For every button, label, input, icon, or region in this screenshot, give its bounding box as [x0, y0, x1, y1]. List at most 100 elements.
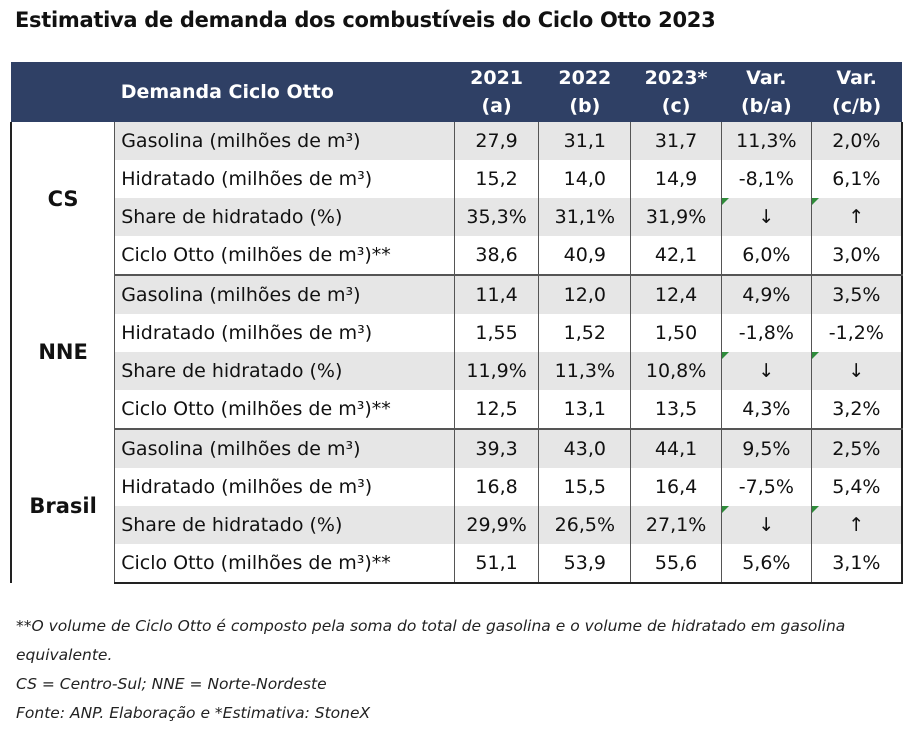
value-cell: 16,4	[630, 468, 722, 506]
table-row: Brasil Gasolina (milhões de m³) 39,3 43,0 44…	[10, 429, 903, 583]
value-cell: 31,7	[630, 122, 722, 160]
table-row: Ciclo Otto (milhões de m³)** 38,6 40,9 42,1…	[11, 236, 903, 276]
row-label: Share de hidratado (%)	[114, 506, 455, 544]
value-cell: 1,50	[630, 314, 722, 352]
value-cell: 31,1%	[538, 198, 631, 236]
page-title: Estimativa de demanda dos combustíveis d…	[15, 8, 716, 32]
header-col-var-ba: Var. (b/a)	[721, 62, 812, 122]
value-cell: 39,3	[453, 429, 539, 468]
region-label: CS	[10, 122, 115, 275]
value-cell: ↑	[810, 198, 903, 236]
value-cell: 35,3%	[453, 198, 539, 236]
value-cell: 6,1%	[810, 160, 903, 198]
value-cell: 38,6	[453, 236, 539, 276]
table-row: Hidratado (milhões de m³) 15,2 14,0 14,9 -8,…	[11, 160, 903, 198]
value-cell: 43,0	[538, 429, 631, 468]
value-cell: 3,2%	[810, 390, 903, 430]
value-cell: ↓	[720, 506, 812, 544]
value-cell: 3,5%	[810, 275, 903, 314]
value-cell: 42,1	[630, 236, 722, 276]
table-row: Share de hidratado (%) 11,9% 11,3% 10,8% ↓ ↓	[11, 352, 903, 390]
footnote-ciclo-otto: **O volume de Ciclo Otto é composto pela…	[16, 617, 846, 664]
value-cell: -8,1%	[720, 160, 812, 198]
value-cell: 14,9	[630, 160, 722, 198]
value-cell: 27,9	[453, 122, 539, 160]
header-label: Demanda Ciclo Otto	[114, 62, 455, 122]
value-cell: ↑	[810, 506, 903, 544]
value-cell: 11,4	[453, 275, 539, 314]
footnotes: **O volume de Ciclo Otto é composto pela…	[16, 612, 896, 728]
value-cell: 4,3%	[720, 390, 812, 430]
row-label: Gasolina (milhões de m³)	[114, 275, 455, 314]
value-cell: 12,4	[630, 275, 722, 314]
value-cell: 3,0%	[810, 236, 903, 276]
value-cell: 15,5	[538, 468, 631, 506]
header-corner-cell	[11, 62, 115, 122]
row-label: Hidratado (milhões de m³)	[114, 468, 455, 506]
value-cell: 31,9%	[630, 198, 722, 236]
value-cell: 40,9	[538, 236, 631, 276]
row-label: Ciclo Otto (milhões de m³)**	[114, 390, 455, 430]
value-cell: 15,2	[453, 160, 539, 198]
value-cell: -1,8%	[720, 314, 812, 352]
value-cell: 10,8%	[630, 352, 722, 390]
value-cell: 6,0%	[720, 236, 812, 276]
row-label: Ciclo Otto (milhões de m³)**	[114, 236, 455, 276]
value-cell: 9,5%	[720, 429, 812, 468]
table-row: Ciclo Otto (milhões de m³)** 12,5 13,1 13,5…	[11, 390, 903, 430]
header-col-2021: 2021 (a)	[454, 62, 539, 122]
row-label: Share de hidratado (%)	[114, 352, 455, 390]
row-label: Hidratado (milhões de m³)	[114, 314, 455, 352]
value-cell: 44,1	[630, 429, 722, 468]
table-row: NNE Gasolina (milhões de m³) 11,4 12,0 12,4 4…	[10, 275, 903, 429]
table-row: Ciclo Otto (milhões de m³)** 51,1 53,9 55,6…	[11, 544, 903, 584]
value-cell: 51,1	[453, 544, 539, 584]
value-cell: ↓	[720, 198, 812, 236]
value-cell: 4,9%	[720, 275, 812, 314]
value-cell: 16,8	[453, 468, 539, 506]
value-cell: -1,2%	[810, 314, 903, 352]
footnote-source: Fonte: ANP. Elaboração e *Estimativa: St…	[16, 704, 371, 722]
value-cell: 11,9%	[453, 352, 539, 390]
value-cell: ↓	[810, 352, 903, 390]
value-cell: -7,5%	[720, 468, 812, 506]
value-cell: 29,9%	[453, 506, 539, 544]
value-cell: 2,5%	[810, 429, 903, 468]
value-cell: 13,1	[538, 390, 631, 430]
row-label: Gasolina (milhões de m³)	[114, 429, 455, 468]
table-row: Hidratado (milhões de m³) 1,55 1,52 1,50 -1,…	[11, 314, 903, 352]
value-cell: 31,1	[538, 122, 631, 160]
footnote-abbreviations: CS = Centro-Sul; NNE = Norte-Nordeste	[16, 675, 327, 693]
value-cell: 1,55	[453, 314, 539, 352]
value-cell: 3,1%	[810, 544, 903, 584]
value-cell: 2,0%	[810, 122, 903, 160]
row-label: Hidratado (milhões de m³)	[114, 160, 455, 198]
row-label: Share de hidratado (%)	[114, 198, 455, 236]
table-row: Share de hidratado (%) 29,9% 26,5% 27,1% ↓ ↑	[11, 506, 903, 544]
value-cell: 5,6%	[720, 544, 812, 584]
table-row: Hidratado (milhões de m³) 16,8 15,5 16,4 -7,…	[11, 468, 903, 506]
table-row: Share de hidratado (%) 35,3% 31,1% 31,9% ↓ ↑	[11, 198, 903, 236]
value-cell: 55,6	[630, 544, 722, 584]
value-cell: 12,5	[453, 390, 539, 430]
region-label: NNE	[10, 275, 115, 429]
value-cell: 11,3%	[538, 352, 631, 390]
value-cell: 14,0	[538, 160, 631, 198]
row-label: Gasolina (milhões de m³)	[114, 122, 455, 160]
value-cell: 12,0	[538, 275, 631, 314]
value-cell: 5,4%	[810, 468, 903, 506]
value-cell: 11,3%	[720, 122, 812, 160]
value-cell: 1,52	[538, 314, 631, 352]
row-label: Ciclo Otto (milhões de m³)**	[114, 544, 455, 584]
table-header-row: Demanda Ciclo Otto 2021 (a) 2022 (b) 2023*…	[11, 62, 902, 122]
value-cell: 27,1%	[630, 506, 722, 544]
header-col-2022: 2022 (b)	[538, 62, 631, 122]
header-col-2023: 2023* (c)	[630, 62, 722, 122]
table-row: CS Gasolina (milhões de m³) 27,9 31,1 31,7 11…	[10, 122, 903, 275]
value-cell: 53,9	[538, 544, 631, 584]
region-label: Brasil	[10, 429, 115, 583]
demand-table: Demanda Ciclo Otto 2021 (a) 2022 (b) 2023*…	[10, 62, 903, 584]
value-cell: 26,5%	[538, 506, 631, 544]
value-cell: ↓	[720, 352, 812, 390]
value-cell: 13,5	[630, 390, 722, 430]
